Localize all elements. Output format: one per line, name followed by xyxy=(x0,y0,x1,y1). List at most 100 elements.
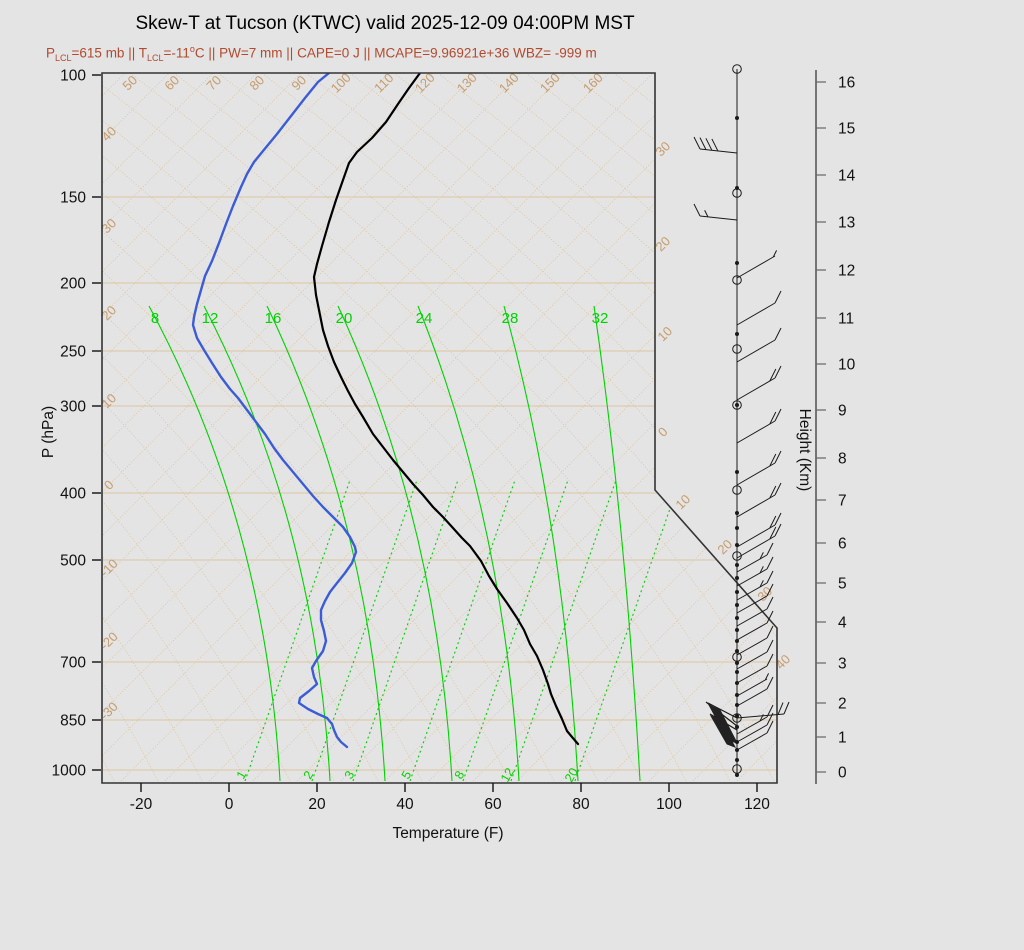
height-tick-label: 8 xyxy=(838,451,847,468)
wind-barb xyxy=(693,203,738,221)
wind-level-dot xyxy=(735,116,739,120)
dry-adiabat-line xyxy=(525,73,777,783)
mixing-ratio-line xyxy=(311,479,418,782)
wind-barb xyxy=(736,712,774,743)
moist-adiabat-label: 32 xyxy=(592,310,609,327)
dry-adiabat-line xyxy=(217,73,777,783)
isotherm-line xyxy=(102,73,258,783)
mixing-ratio-line xyxy=(462,479,569,782)
isotherm-line xyxy=(102,73,654,783)
moist-adiabat-label: 12 xyxy=(202,310,219,327)
wind-level-circle xyxy=(732,551,742,561)
dry-adiabat-line xyxy=(102,73,248,783)
chart-title: Skew-T at Tucson (KTWC) valid 2025-12-09… xyxy=(135,13,635,34)
pressure-tick-label: 700 xyxy=(60,655,86,672)
moist-adiabat-line xyxy=(148,305,281,782)
isotherm-label-left: -20 xyxy=(97,629,121,653)
pressure-axis-title: P (hPa) xyxy=(40,406,57,458)
height-tick-label: 4 xyxy=(838,615,847,632)
dry-adiabat-line xyxy=(102,73,160,783)
isotherm-line xyxy=(102,73,478,783)
isotherm-line xyxy=(102,73,566,783)
moist-adiabat-line xyxy=(337,305,453,782)
wind-level-dot xyxy=(735,748,739,752)
height-tick-label: 9 xyxy=(838,403,847,420)
wind-barb xyxy=(736,523,782,559)
isotherm-line xyxy=(558,73,777,783)
dry-adiabat-line xyxy=(102,73,732,783)
dry-adiabat-line xyxy=(102,73,116,783)
isotherm-line xyxy=(426,73,777,783)
height-tick-label: 5 xyxy=(838,576,847,593)
wind-level-dot xyxy=(735,511,739,515)
wind-level-dot xyxy=(735,186,739,190)
wind-barb xyxy=(736,676,774,707)
dry-adiabat-line xyxy=(437,73,777,783)
wind-barb xyxy=(736,365,782,401)
isotherm-label-right: 10 xyxy=(654,323,675,344)
pressure-tick-label: 1000 xyxy=(52,763,87,780)
height-tick-label: 3 xyxy=(838,656,847,673)
wind-barb xyxy=(736,701,790,719)
moist-adiabat-line xyxy=(593,305,641,782)
wind-barb xyxy=(736,570,774,601)
isotherm-line xyxy=(102,73,170,783)
temperature-tick-label: 40 xyxy=(396,796,414,813)
wind-level-dot xyxy=(735,714,739,718)
dry-adiabat-line xyxy=(102,73,600,783)
height-tick-label: 16 xyxy=(838,75,855,92)
isotherm-label-right: 40 xyxy=(772,651,793,672)
moist-adiabat-label: 24 xyxy=(416,310,433,327)
wind-barb xyxy=(736,720,774,751)
dry-adiabat-line xyxy=(613,73,777,783)
mixing-ratio-label: 12 xyxy=(498,765,517,784)
background-grid xyxy=(102,73,777,783)
wind-level-circle xyxy=(732,485,742,495)
wind-level-dot xyxy=(735,703,739,707)
isotherm-line xyxy=(382,73,777,783)
isotherm-line xyxy=(102,73,390,783)
moist-adiabat-line xyxy=(203,305,331,782)
temperature-tick-label: -20 xyxy=(130,796,153,813)
wind-barb xyxy=(736,673,770,697)
mixing-ratio-line xyxy=(352,479,459,782)
sounding-curves xyxy=(191,73,580,749)
dry-adiabat-line xyxy=(102,73,468,783)
isotherm-line xyxy=(294,73,777,783)
height-axis-title: Height (Km) xyxy=(796,409,813,492)
grid-labels: 50 60 70 80 90 100 110 120 130 140 150 160403020100… xyxy=(97,70,793,785)
isotherm-line xyxy=(102,73,126,783)
wind-level-dot xyxy=(735,332,739,336)
theta-label: 50 xyxy=(119,72,140,93)
dry-adiabat-line xyxy=(129,73,776,783)
dewpoint-trace xyxy=(191,73,358,749)
height-tick-label: 7 xyxy=(838,493,847,510)
chart-subtitle: PLCL=615 mb || TLCL=-11oC || PW=7 mm || … xyxy=(46,44,597,63)
theta-label: 60 xyxy=(161,72,182,93)
moist-adiabat-line xyxy=(266,305,386,782)
wind-barb xyxy=(736,290,782,326)
wind-level-circle xyxy=(732,713,742,723)
pressure-tick-label: 200 xyxy=(60,276,86,293)
dry-adiabat-line xyxy=(102,73,688,783)
theta-label: 90 xyxy=(288,72,309,93)
temperature-axis: -20 0 20 40 60 80 100 120 Temperature (F) xyxy=(130,783,770,842)
wind-level-dot xyxy=(735,639,739,643)
moist-adiabat-label: 20 xyxy=(336,310,353,327)
wind-barb xyxy=(736,625,774,656)
temperature-axis-title: Temperature (F) xyxy=(392,825,503,842)
wind-barb xyxy=(736,408,782,444)
wind-level-dot xyxy=(735,590,739,594)
isotherm-label-right: 0 xyxy=(655,424,671,440)
wind-level-circle xyxy=(732,64,742,74)
theta-label: 110 xyxy=(371,70,396,95)
temperature-tick-label: 60 xyxy=(484,796,502,813)
wind-barb xyxy=(736,327,782,363)
wind-barb xyxy=(736,704,774,735)
wind-level-dot xyxy=(735,261,739,265)
wind-level-dot xyxy=(735,616,739,620)
plot-border xyxy=(101,72,778,784)
mixing-ratio-lines xyxy=(244,479,681,782)
